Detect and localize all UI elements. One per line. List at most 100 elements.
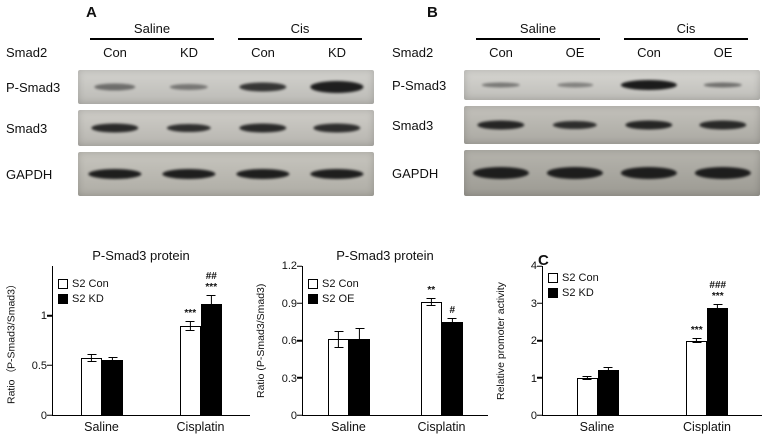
blot-row-label-smad3: Smad3 [6,120,48,136]
y-tick-mark [297,377,302,379]
plot-area: *** ### *** S2 Con S2 KD [537,265,762,416]
y-tick-mark [47,314,52,317]
blot-band [620,80,678,90]
bar-holder [102,266,124,415]
error-bar [692,337,702,344]
legend: S2 Con S2 KD [548,270,599,300]
plot-area: *** ## *** S2 Con S2 KD [47,266,250,416]
blot-band [694,167,752,179]
bar-holder: *** [179,266,201,415]
legend-swatch-con [308,278,318,289]
panel-b: B Saline Cis Smad2 Con OE Con OE P-Smad3… [392,2,760,196]
blot-row-label-gapdh: GAPDH [392,165,439,181]
error-bar [334,330,344,348]
group-header-saline: Saline [90,21,214,40]
y-axis: 0 0.3 0.6 0.9 1.2 [270,260,302,422]
y-tick-label: 3 [530,297,537,310]
y-tick-label: 0 [40,410,47,422]
header-spacer [6,2,78,40]
y-tick-mark [537,265,542,267]
y-tick-label: 0 [290,410,297,422]
bar-s2-con [576,377,598,415]
blot-band [620,167,678,179]
bar-group-saline [53,266,152,415]
y-tick-mark [537,339,542,342]
x-category-label-cisplatin: Cisplatin [683,420,731,434]
y-axis: 0 1 2 3 4 [510,260,542,422]
legend-item-kd: S2 KD [58,291,109,306]
error-bar [603,367,613,372]
legend-swatch-con [548,272,558,283]
blot-band [169,84,209,90]
bar-s2-con [686,340,708,415]
error-bar [582,375,592,380]
chart-title [522,248,762,266]
legend-item-con: S2 Con [548,270,599,285]
bar-group-cisplatin: ** # [396,266,489,415]
y-tick-label: 0.9 [281,297,297,310]
y-tick-mark [47,414,52,416]
bar-holder [349,266,371,415]
significance-annotation: *** [184,307,197,319]
y-tick-mark [47,364,52,367]
y-tick-mark [297,265,302,267]
blot-image-gapdh [78,152,374,196]
y-axis-label: Ratio（P-Smad3/Smad3） [5,278,18,404]
legend-swatch-oe [308,293,318,304]
legend-label-con: S2 Con [562,271,599,284]
y-tick-mark [537,377,542,379]
significance-annotation: ### *** [709,280,727,302]
legend-label-con: S2 Con [322,277,359,290]
blot-band [313,123,361,133]
bar-s2-con [328,339,350,415]
legend-swatch-kd [58,293,68,304]
chart-psmad3-kd: P-Smad3 protein Ratio（P-Smad3/Smad3） 0 0.… [2,248,250,440]
bar-s2-oe [349,339,371,415]
bar-s2-kd [707,307,729,415]
bar-holder: # [441,266,463,415]
x-category-label-saline: Saline [331,420,366,434]
chart-promoter-activity: C Relative promoter activity 0 1 2 3 4 *** ##… [492,248,762,440]
blot-band [481,82,521,88]
x-category-label-saline: Saline [84,420,119,434]
bar-holder: ## *** [200,266,222,415]
panel-a-label: A [86,4,97,21]
y-tick-label: 4 [530,260,537,272]
error-bar [355,328,365,351]
legend-swatch-kd [548,287,558,298]
x-category-label-saline: Saline [579,420,615,434]
y-tick-label: 0.3 [281,372,297,385]
blot-band [239,82,287,92]
blot-band [472,167,530,179]
y-axis: 0 0.5 1 [20,266,52,422]
panel-a: A Saline Cis Smad2 Con KD Con KD P-Smad3… [6,2,374,196]
bar-s2-con [81,358,103,415]
bar-holder: ** [420,266,442,415]
y-tick-mark [537,302,542,304]
blot-row-label-smad3: Smad3 [392,117,434,133]
chart-title: P-Smad3 protein [336,248,434,263]
bar-s2-con [420,302,442,415]
bar-holder [81,266,103,415]
x-category-label-cisplatin: Cisplatin [176,420,225,434]
blot-band [552,121,598,129]
legend-swatch-con [58,278,68,289]
blot-image-smad3 [464,106,760,144]
lane-label-1: Con [489,44,513,60]
bar-s2-kd [200,303,222,415]
blot-band [166,124,212,132]
blot-band [703,82,743,88]
lane-label-3: Con [251,44,275,60]
legend-label-con: S2 Con [72,277,109,290]
bar-s2-kd [597,369,619,415]
blot-band [94,83,136,91]
legend-item-oe: S2 OE [308,291,359,306]
blot-band [162,169,216,179]
blot-row-label-p-smad3: P-Smad3 [6,79,61,95]
y-tick-label: 0 [530,410,537,422]
plot-area: ** # S2 Con S2 OE [297,265,489,416]
blot-band [546,167,604,179]
group-header-cis: Cis [238,21,362,40]
blot-band [310,169,364,179]
